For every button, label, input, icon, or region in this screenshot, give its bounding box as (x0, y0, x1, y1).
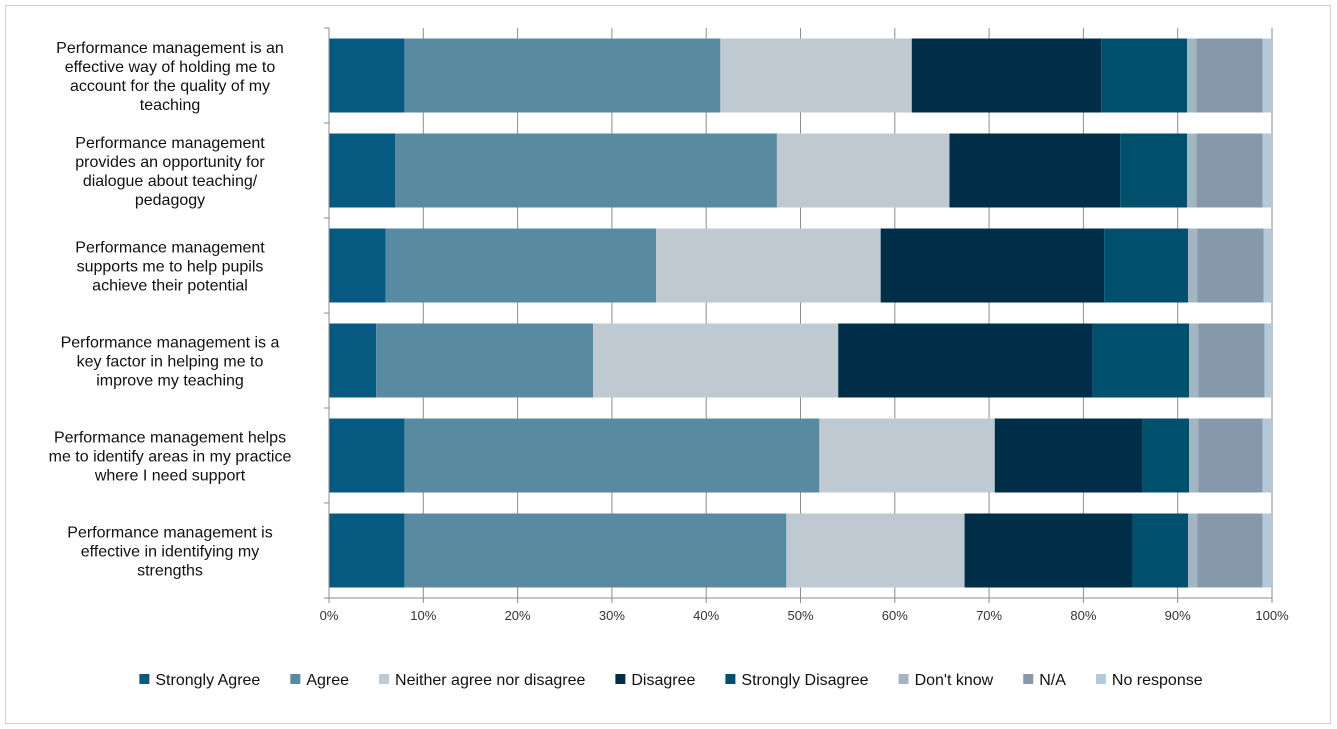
gridlines (422, 28, 1273, 598)
x-tick-label: 10% (410, 608, 436, 623)
x-tick-label: 30% (599, 608, 625, 623)
bar-segment (656, 228, 881, 303)
category-label: Performance management is an effective wa… (56, 40, 284, 114)
bar-segment (964, 513, 1133, 588)
bar-segment (404, 418, 820, 493)
bar-segment (404, 38, 721, 113)
legend-label: Disagree (631, 672, 695, 689)
category-labels: Performance management is an effective wa… (49, 40, 292, 580)
bar-segment (1101, 38, 1188, 113)
bar-segment (911, 38, 1102, 113)
legend-label: No response (1112, 672, 1203, 689)
bar-segment (1198, 418, 1263, 493)
legend-swatch (725, 674, 736, 684)
bar-segment (1104, 228, 1189, 303)
x-tick-label: 70% (976, 608, 1002, 623)
x-tick-label: 50% (787, 608, 813, 623)
bar-segment (776, 133, 950, 208)
bar-segment (1197, 228, 1264, 303)
bar-segment (329, 513, 405, 588)
x-tick-label: 0% (320, 608, 339, 623)
bar-segment (395, 133, 777, 208)
bar-segment (329, 228, 386, 303)
x-tick-label: 90% (1165, 608, 1191, 623)
bar-segment (1263, 228, 1272, 303)
bar-segment (1187, 38, 1197, 113)
bar-segment (329, 133, 396, 208)
bar-segment (1142, 418, 1190, 493)
legend-label: Strongly Disagree (741, 672, 868, 689)
legend-swatch (1023, 674, 1034, 684)
bar-segment (1196, 38, 1263, 113)
bar-segment (720, 38, 912, 113)
legend-label: Agree (306, 672, 349, 689)
legend-swatch (1095, 674, 1106, 684)
bar-segment (1189, 323, 1199, 398)
legend-swatch (290, 674, 301, 684)
bar-segment (329, 418, 405, 493)
bar-segment (1197, 513, 1263, 588)
x-tick-label: 20% (505, 608, 531, 623)
bar-segment (880, 228, 1105, 303)
bar-segment (329, 323, 377, 398)
category-label: Performance management helps me to identi… (49, 430, 292, 485)
bar-segment (593, 323, 839, 398)
legend-swatch (139, 674, 150, 684)
bar-segment (1196, 133, 1263, 208)
bar-segment (994, 418, 1143, 493)
category-label: Performance management provides an opport… (75, 135, 265, 209)
category-label: Performance management is effective in id… (67, 525, 272, 580)
legend: Strongly Agree Agree Neither agree nor dis… (139, 672, 1203, 689)
bar-segment (949, 133, 1121, 208)
legend-label: N/A (1039, 672, 1066, 689)
bar-segment (385, 228, 657, 303)
bar-segment (838, 323, 1093, 398)
bar-segment (1262, 38, 1272, 113)
bar-segment (1262, 418, 1272, 493)
bar-segment (819, 418, 995, 493)
bar-segment (1262, 513, 1272, 588)
x-tick-label: 40% (693, 608, 719, 623)
bar-segment (1189, 418, 1199, 493)
bar-segment (1187, 133, 1197, 208)
category-label: Performance management is a key factor in… (61, 335, 280, 390)
legend-swatch (898, 674, 909, 684)
bar-segment (1188, 228, 1198, 303)
bar-segment (1188, 513, 1198, 588)
bar-segment (1120, 133, 1188, 208)
bars (329, 38, 1272, 588)
bar-segment (376, 323, 594, 398)
legend-swatch (615, 674, 626, 684)
x-tick-label: 60% (882, 608, 908, 623)
x-tick-labels: 0% 10% 20% 30% 40% 50% 60% 70% 80% 90% 100% (320, 608, 1289, 623)
bar-segment (329, 38, 405, 113)
x-tick-label: 100% (1255, 608, 1289, 623)
legend-label: Neither agree nor disagree (395, 672, 585, 689)
bar-segment (404, 513, 787, 588)
bar-segment (1092, 323, 1190, 398)
category-label: Performance management supports me to hel… (75, 240, 265, 295)
x-tick-label: 80% (1070, 608, 1096, 623)
axes (324, 27, 1273, 603)
legend-label: Don't know (915, 672, 994, 689)
bar-segment (1132, 513, 1189, 588)
bar-segment (1198, 323, 1265, 398)
bar-segment (786, 513, 965, 588)
bar-segment (1262, 133, 1272, 208)
bar-segment (1264, 323, 1272, 398)
legend-swatch (379, 674, 390, 684)
legend-label: Strongly Agree (155, 672, 260, 689)
